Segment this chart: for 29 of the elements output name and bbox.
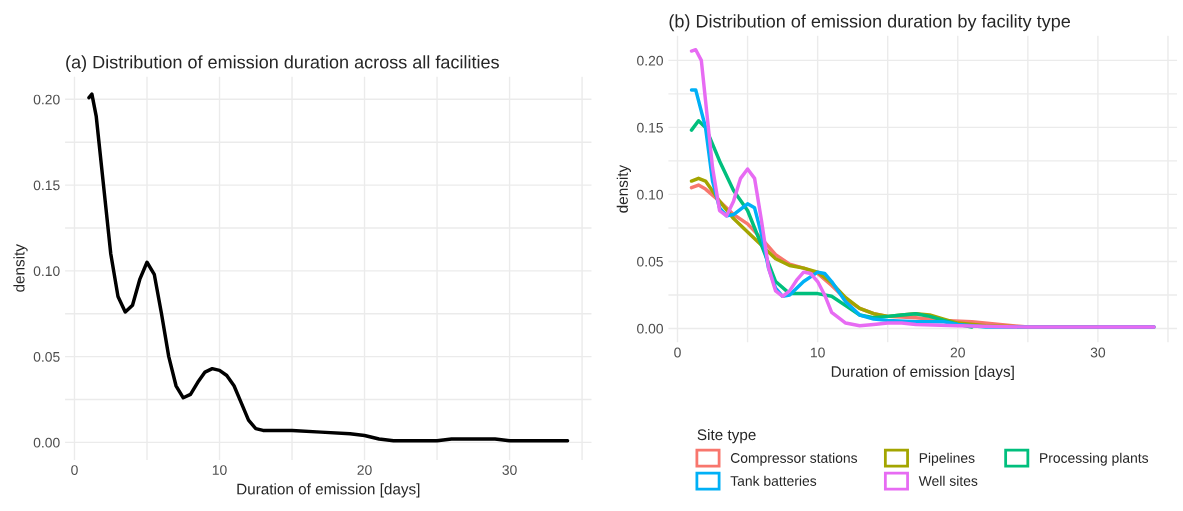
- y-tick-label: 0.05: [33, 351, 60, 362]
- legend-label: Well sites: [918, 475, 978, 486]
- legend-label: Pipelines: [919, 452, 975, 466]
- y-tick-label: 0.00: [637, 323, 663, 334]
- y-axis-title: density: [616, 164, 631, 213]
- x-tick-label: 0: [71, 465, 78, 475]
- y-tick-label: 0.20: [637, 55, 663, 66]
- x-tick-label: 20: [357, 465, 372, 475]
- y-tick-label: 0.10: [637, 189, 663, 200]
- legend-label: Processing plants: [1040, 452, 1149, 466]
- x-tick-label: 10: [810, 347, 825, 358]
- legend-label: Tank batteries: [730, 475, 817, 486]
- x-tick-label: 20: [950, 347, 965, 358]
- chart-title: (a) Distribution of emission duration across all facilities: [66, 55, 499, 73]
- x-axis-title: Duration of emission [days]: [831, 365, 1014, 380]
- chart-title: (b) Distribution of emission duration by facility type: [669, 14, 1070, 32]
- y-tick-label: 0.15: [33, 180, 60, 191]
- y-axis-title: density: [13, 244, 28, 292]
- legend-label: Compressor stations: [730, 452, 858, 466]
- x-tick-label: 30: [1090, 347, 1106, 358]
- y-tick-label: 0.20: [33, 94, 60, 105]
- y-tick-label: 0.15: [637, 122, 663, 133]
- x-tick-label: 30: [502, 465, 517, 475]
- legend-title: Site type: [697, 428, 756, 444]
- y-tick-label: 0.10: [33, 266, 60, 277]
- x-tick-label: 0: [674, 347, 681, 358]
- x-tick-label: 10: [212, 465, 227, 475]
- x-axis-title: Duration of emission [days]: [237, 483, 420, 498]
- y-tick-label: 0.05: [637, 256, 663, 267]
